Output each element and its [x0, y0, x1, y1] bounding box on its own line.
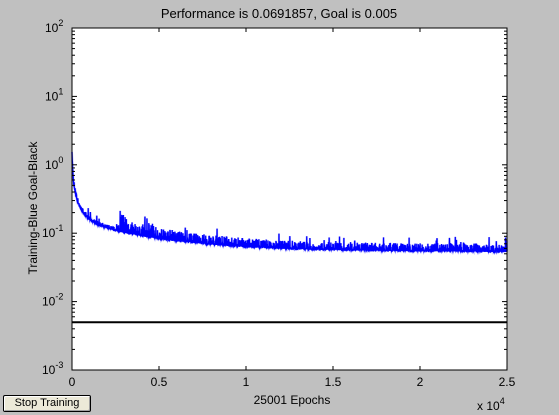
- y-tick-label: 100: [45, 155, 63, 172]
- y-tick-label-base: 10: [45, 89, 59, 103]
- axes-background: [72, 28, 507, 370]
- y-tick-label-exponent: 0: [58, 155, 63, 165]
- y-tick-label: 10-2: [42, 292, 63, 309]
- y-tick-label-exponent: 2: [58, 18, 63, 28]
- axes-box: [71, 27, 508, 371]
- training-series-line: [71, 151, 508, 254]
- chart-title: Performance is 0.0691857, Goal is 0.005: [161, 6, 397, 21]
- y-tick-label-exponent: 1: [58, 86, 63, 96]
- x-tick-label: 0: [69, 375, 76, 389]
- x-axis-multiplier-exponent: 4: [500, 396, 505, 406]
- x-tick-label: 2.5: [499, 375, 516, 389]
- x-axis-multiplier-base: x 10: [477, 399, 500, 413]
- x-axis-multiplier: x 104: [477, 396, 505, 413]
- y-axis-label: Training-Blue Goal-Black: [26, 141, 40, 275]
- x-axis-label: 25001 Epochs: [254, 393, 331, 407]
- x-tick-label: 1: [243, 375, 250, 389]
- y-tick-label-base: 10: [42, 226, 56, 240]
- stop-training-button[interactable]: Stop Training: [3, 395, 91, 412]
- y-tick-label: 10-3: [42, 360, 63, 377]
- x-tick-label: 2: [417, 375, 424, 389]
- training-series-band: [71, 151, 508, 256]
- y-tick-label-base: 10: [42, 295, 56, 309]
- y-tick-label-exponent: -2: [55, 292, 63, 302]
- y-tick-label-base: 10: [45, 21, 59, 35]
- y-tick-label: 101: [45, 86, 63, 103]
- x-tick-label: 1.5: [325, 375, 342, 389]
- y-tick-label-base: 10: [42, 363, 56, 377]
- y-tick-label-base: 10: [45, 158, 59, 172]
- y-tick-label-exponent: -3: [55, 360, 63, 370]
- y-tick-label-exponent: -1: [55, 223, 63, 233]
- y-tick-label: 10-1: [42, 223, 63, 240]
- x-tick-label: 0.5: [151, 375, 168, 389]
- y-tick-label: 102: [45, 18, 63, 35]
